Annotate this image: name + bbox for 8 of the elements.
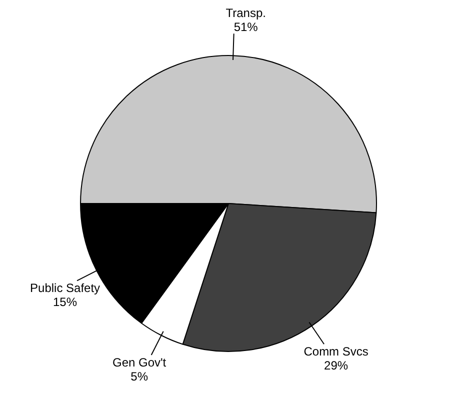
data-label: 51% bbox=[234, 20, 258, 34]
slice-label: Comm Svcs bbox=[304, 344, 368, 358]
slice-label: Public Safety bbox=[30, 280, 100, 295]
data-label: 15% bbox=[53, 294, 78, 309]
slice-label: Gen Gov't bbox=[112, 355, 167, 370]
data-label: 29% bbox=[324, 358, 348, 372]
data-label: 5% bbox=[130, 369, 148, 384]
slice-label: Transp. bbox=[226, 6, 266, 20]
